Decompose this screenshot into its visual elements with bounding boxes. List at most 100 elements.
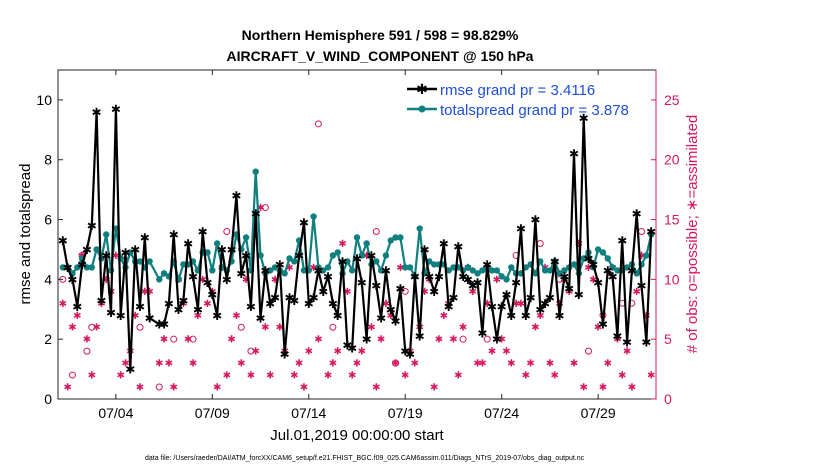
obs-assimilated-point-41: ✱ bbox=[261, 323, 269, 334]
rmse-point-4: ✱ bbox=[77, 258, 87, 272]
rmse-point-114: ✱ bbox=[612, 330, 622, 344]
legend-rmse-text: rmse grand pr = 3.4116 bbox=[440, 82, 595, 99]
totalspread-point-99 bbox=[541, 267, 549, 274]
totalspread-point-65 bbox=[377, 267, 385, 274]
rmse-point-115: ✱ bbox=[617, 234, 627, 248]
rmse-point-48: ✱ bbox=[294, 249, 304, 263]
obs-assimilated-point-33: ✱ bbox=[223, 371, 231, 382]
rmse-point-100: ✱ bbox=[545, 291, 555, 305]
rmse-point-50: ✱ bbox=[304, 297, 314, 311]
rmse-point-86: ✱ bbox=[477, 327, 487, 341]
totalspread-point-111 bbox=[599, 249, 607, 256]
rmse-point-92: ✱ bbox=[506, 309, 516, 323]
y-right-tick-label-2: 10 bbox=[664, 271, 680, 287]
obs-assimilated-point-11: ✱ bbox=[112, 251, 120, 262]
x-tick-label-1: 07/09 bbox=[195, 405, 230, 421]
obs-assimilated-point-93: ✱ bbox=[512, 299, 520, 310]
obs-assimilated-point-22: ✱ bbox=[170, 383, 178, 394]
rmse-series: ✱ ✱ ✱ ✱ ✱ ✱ ✱ ✱ ✱ ✱ ✱ ✱ ✱ ✱ ✱ ✱ ✱ ✱ ✱ ✱ ✱ ✱ ✱ ✱ ✱ ✱ ✱ ✱ ✱ ✱ ✱ ✱ ✱ ✱ ✱ ✱ ✱ ✱ ✱ ✱… bbox=[58, 102, 656, 376]
y-right-tick-label-0: 0 bbox=[664, 391, 672, 407]
totalspread-point-59 bbox=[348, 267, 356, 274]
x-tick-label-5: 07/29 bbox=[581, 405, 616, 421]
obs-possible-point-18 bbox=[401, 287, 409, 295]
totalspread-point-97 bbox=[532, 270, 539, 277]
chart-title-line1: Northern Hemisphere 591 / 598 = 98.829% bbox=[242, 27, 519, 43]
obs-assimilated-point-28: ✱ bbox=[198, 275, 206, 286]
totalspread-point-110 bbox=[594, 246, 602, 253]
obs-assimilated-point-88: ✱ bbox=[488, 347, 496, 358]
obs-possible-point-12 bbox=[247, 347, 255, 355]
obs-possible-point-4 bbox=[88, 323, 96, 331]
rmse-point-0: ✱ bbox=[58, 234, 68, 248]
obs-assimilated-point-90: ✱ bbox=[497, 335, 505, 346]
totalspread-point-58 bbox=[344, 258, 351, 265]
obs-assimilated-point-110: ✱ bbox=[594, 323, 602, 334]
totalspread-point-89 bbox=[493, 267, 501, 274]
obs-possible-point-6 bbox=[136, 323, 144, 331]
legend-rmse-marker: ✱ bbox=[416, 82, 428, 98]
totalspread-point-43 bbox=[271, 264, 279, 271]
obs-assimilated-point-42: ✱ bbox=[266, 371, 274, 382]
y-axis-left-label: rmse and totalspread bbox=[17, 164, 34, 305]
obs-assimilated-point-62: ✱ bbox=[362, 251, 370, 262]
obs-assimilated-point-54: ✱ bbox=[324, 371, 332, 382]
obs-assimilated-point-52: ✱ bbox=[314, 335, 322, 346]
obs-assimilated-point-91: ✱ bbox=[502, 347, 510, 358]
rmse-point-87: ✱ bbox=[482, 258, 492, 272]
totalspread-point-64 bbox=[373, 258, 380, 265]
rmse-point-29: ✱ bbox=[202, 276, 212, 290]
rmse-point-54: ✱ bbox=[323, 270, 333, 284]
totalspread-point-0 bbox=[59, 264, 67, 271]
obs-assimilated-point-24: ✱ bbox=[179, 299, 187, 310]
rmse-point-85: ✱ bbox=[473, 276, 483, 290]
obs-assimilated-point-70: ✱ bbox=[401, 371, 409, 382]
totalspread-point-11 bbox=[112, 225, 120, 232]
rmse-point-31: ✱ bbox=[212, 309, 222, 323]
obs-assimilated-point-35: ✱ bbox=[232, 311, 240, 322]
rmse-point-41: ✱ bbox=[260, 264, 270, 278]
obs-assimilated-point-7: ✱ bbox=[92, 323, 100, 334]
y-right-tick-label-1: 5 bbox=[664, 331, 672, 347]
rmse-point-73: ✱ bbox=[415, 330, 425, 344]
rmse-point-118: ✱ bbox=[632, 207, 642, 221]
totalspread-point-6 bbox=[88, 264, 95, 271]
totalspread-point-7 bbox=[93, 246, 100, 253]
rmse-point-91: ✱ bbox=[501, 288, 511, 302]
rmse-point-105: ✱ bbox=[569, 147, 579, 161]
obs-possible-point-20 bbox=[483, 335, 491, 343]
rmse-point-84: ✱ bbox=[468, 279, 478, 293]
rmse-point-43: ✱ bbox=[270, 291, 280, 305]
rmse-point-119: ✱ bbox=[637, 279, 647, 293]
rmse-point-63: ✱ bbox=[366, 249, 376, 263]
totalspread-point-73 bbox=[416, 225, 423, 232]
obs-assimilated-point-111: ✱ bbox=[599, 383, 607, 394]
rmse-point-104: ✱ bbox=[564, 282, 574, 296]
rmse-point-9: ✱ bbox=[101, 249, 111, 263]
totalspread-point-45 bbox=[281, 270, 288, 277]
rmse-point-3: ✱ bbox=[72, 300, 82, 314]
rmse-point-19: ✱ bbox=[154, 318, 164, 332]
obs-assimilated-point-69: ✱ bbox=[396, 263, 404, 274]
obs-assimilated-point-74: ✱ bbox=[420, 287, 428, 298]
obs-assimilated-point-105: ✱ bbox=[570, 359, 578, 370]
rmse-point-22: ✱ bbox=[169, 228, 179, 242]
totalspread-point-113 bbox=[609, 264, 616, 271]
totalspread-point-14 bbox=[127, 249, 134, 256]
totalspread-point-20 bbox=[160, 270, 168, 277]
obs-assimilated-point-31: ✱ bbox=[213, 383, 221, 394]
rmse-point-61: ✱ bbox=[357, 276, 367, 290]
obs-assimilated-point-49: ✱ bbox=[300, 383, 308, 394]
rmse-point-71: ✱ bbox=[405, 348, 415, 362]
obs-possible-point-8 bbox=[170, 335, 178, 343]
rmse-point-113: ✱ bbox=[608, 270, 618, 284]
obs-assimilated-point-60: ✱ bbox=[353, 359, 361, 370]
obs-possible-point-3 bbox=[83, 347, 91, 355]
totalspread-point-112 bbox=[604, 255, 611, 262]
totalspread-point-42 bbox=[266, 267, 274, 274]
rmse-point-93: ✱ bbox=[511, 276, 521, 290]
totalspread-point-46 bbox=[286, 255, 293, 262]
rmse-point-78: ✱ bbox=[439, 237, 449, 251]
rmse-point-7: ✱ bbox=[92, 105, 102, 119]
obs-assimilated-point-38: ✱ bbox=[247, 371, 255, 382]
rmse-point-109: ✱ bbox=[588, 258, 598, 272]
